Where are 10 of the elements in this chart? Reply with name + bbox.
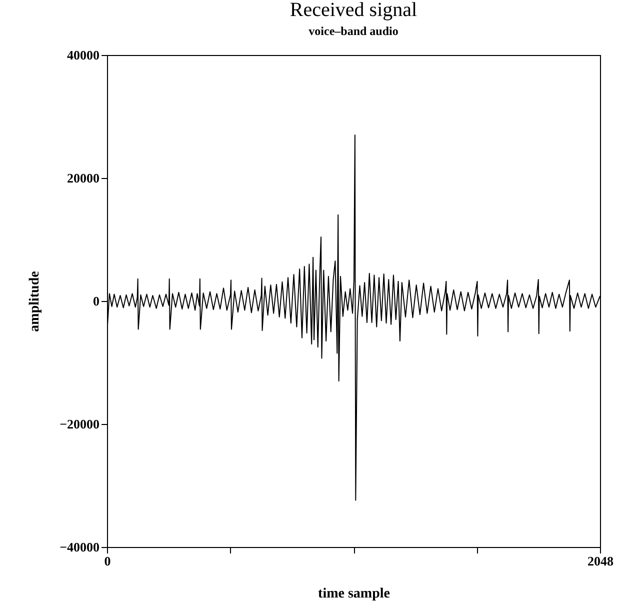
y-axis-title: amplitude xyxy=(28,271,43,332)
x-axis-title: time sample xyxy=(318,586,390,602)
y-tick-label: −40000 xyxy=(60,540,100,554)
chart-subtitle: voice–band audio xyxy=(308,24,398,38)
chart-title: Received signal xyxy=(290,0,418,21)
y-tick-label: 20000 xyxy=(67,170,100,186)
y-tick-label: 40000 xyxy=(67,48,100,62)
y-tick-label: −20000 xyxy=(60,416,100,432)
x-tick-label: 2048 xyxy=(588,554,614,568)
y-tick-label: 0 xyxy=(93,294,100,308)
